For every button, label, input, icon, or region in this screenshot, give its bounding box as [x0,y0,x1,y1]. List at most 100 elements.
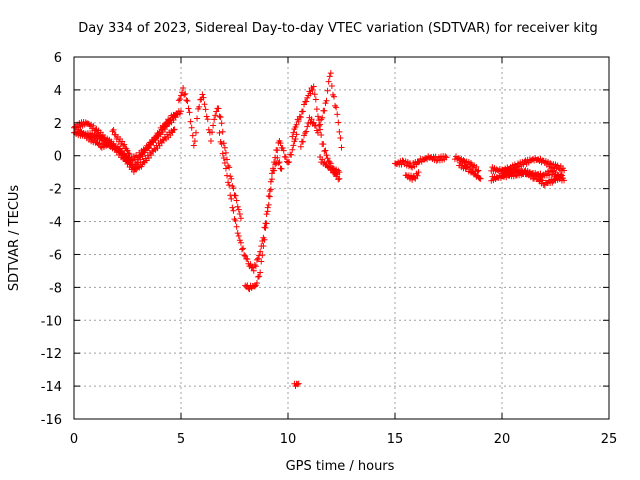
data-point [325,78,332,85]
data-point [261,224,268,231]
data-points [71,70,568,390]
data-point [473,163,480,170]
data-point [90,122,97,129]
data-point [268,176,275,183]
x-tick-label: 5 [177,432,185,447]
data-point [121,141,128,148]
data-point [333,104,340,111]
data-point [337,134,344,141]
data-point [228,175,235,182]
data-point [442,153,449,160]
data-point [547,160,554,167]
data-point [399,157,406,164]
data-point [183,97,190,104]
data-point [277,165,284,172]
data-point [202,106,209,113]
data-point [262,224,269,231]
data-point [324,155,331,162]
data-point [324,87,331,94]
data-point [175,97,182,104]
data-point [263,220,270,227]
data-point [336,128,343,135]
data-point [126,151,133,158]
x-tick-label: 25 [601,432,618,447]
data-point [186,109,193,116]
data-point [242,252,249,259]
data-point [189,132,196,139]
data-point [225,179,232,186]
data-point [546,171,553,178]
data-point [258,258,265,265]
data-point [293,131,300,138]
data-point [184,97,191,104]
data-point [267,178,274,185]
data-point [477,175,484,182]
data-point [292,135,299,142]
y-tick-label: 0 [54,150,62,165]
data-point [253,256,260,263]
data-point [313,106,320,113]
data-point [255,255,262,262]
data-point [185,105,192,112]
data-point [293,121,300,128]
data-point [226,164,233,171]
data-point [310,83,317,90]
data-point [558,172,565,179]
data-point [282,154,289,161]
data-point [163,123,170,130]
data-point [221,159,228,166]
data-point [294,381,301,388]
y-tick-label: -12 [41,347,62,362]
data-point [319,114,326,121]
y-axis-label: SDTVAR / TECUs [7,185,22,292]
data-point [475,167,482,174]
data-point [415,159,422,166]
y-tick-label: -2 [49,183,62,198]
data-point [229,204,236,211]
data-point [398,161,405,168]
data-point [234,203,241,210]
data-point [233,223,240,230]
data-point [173,111,180,118]
data-point [274,154,281,161]
data-point [236,210,243,217]
data-point [196,103,203,110]
data-point [170,126,177,133]
data-point [297,143,304,150]
data-point [278,165,285,172]
y-tick-label: -8 [49,281,62,296]
x-tick-label: 20 [494,432,511,447]
data-point [463,164,470,171]
data-point [443,154,450,161]
data-point [290,129,297,136]
data-point [253,280,260,287]
data-point [323,97,330,104]
y-tick-label: -4 [49,216,62,231]
data-point [200,94,207,101]
data-point [247,261,254,268]
data-point [210,122,217,129]
data-point [275,160,282,167]
data-point [250,267,257,274]
data-point [224,172,231,179]
data-point [301,101,308,108]
x-axis-label: GPS time / hours [286,459,395,474]
data-point [257,248,264,255]
data-point [218,140,225,147]
data-point [520,161,527,168]
data-point [304,123,311,130]
data-point [125,150,132,157]
data-point [322,147,329,154]
y-tick-label: -6 [49,248,62,263]
data-point [314,113,321,120]
data-point [556,175,563,182]
data-point [299,108,306,115]
data-point [217,114,224,121]
data-point [327,70,334,77]
data-point [180,84,187,91]
y-tick-label: -14 [41,380,62,395]
data-point [237,239,244,246]
data-point [230,207,237,214]
